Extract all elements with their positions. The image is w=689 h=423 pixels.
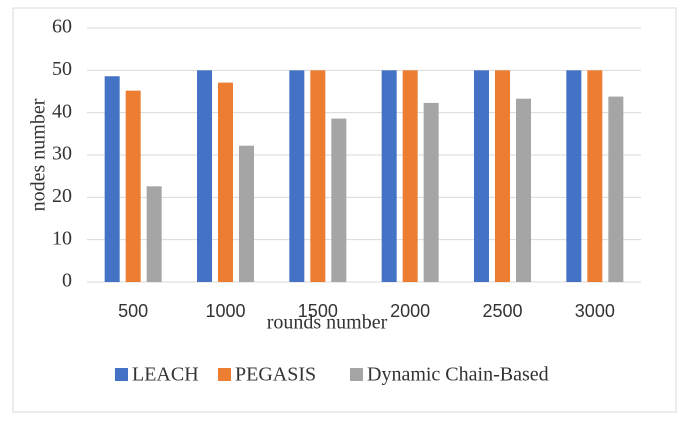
y-tick-label: 20	[52, 185, 72, 207]
bar	[423, 102, 439, 283]
bar	[516, 98, 531, 283]
legend-label: Dynamic Chain-Based	[367, 364, 549, 386]
y-tick-label: 30	[52, 143, 72, 165]
bar	[239, 145, 254, 282]
legend-label: PEGASIS	[235, 364, 316, 386]
bar	[310, 70, 326, 282]
y-tick-label: 40	[52, 100, 72, 122]
x-axis-title: rounds number	[267, 312, 388, 334]
bar	[495, 70, 510, 282]
bar	[104, 76, 120, 282]
legend-label: LEACH	[132, 364, 199, 386]
legend-swatch	[350, 368, 363, 381]
bar	[125, 90, 141, 282]
y-tick-label: 0	[62, 270, 72, 292]
x-tick-label: 2500	[482, 301, 522, 321]
bar	[566, 70, 582, 282]
bar	[402, 70, 418, 282]
bar	[474, 70, 489, 282]
y-tick-label: 50	[52, 58, 72, 80]
bar	[289, 70, 305, 282]
y-tick-label: 10	[52, 227, 72, 249]
y-axis-title: nodes number	[28, 98, 50, 211]
x-tick-label: 500	[118, 301, 148, 321]
bar	[608, 96, 624, 282]
legend-swatch	[115, 368, 128, 381]
x-tick-label: 1500	[298, 301, 338, 321]
legend-swatch	[218, 368, 231, 381]
bar	[218, 82, 233, 282]
bar	[587, 70, 603, 282]
x-tick-label: 1000	[205, 301, 245, 321]
x-tick-label: 3000	[575, 301, 615, 321]
bar	[146, 186, 162, 282]
bar	[331, 118, 347, 283]
y-tick-label: 60	[52, 16, 72, 38]
bar	[197, 70, 212, 282]
bar	[381, 70, 397, 282]
x-tick-label: 2000	[390, 301, 430, 321]
